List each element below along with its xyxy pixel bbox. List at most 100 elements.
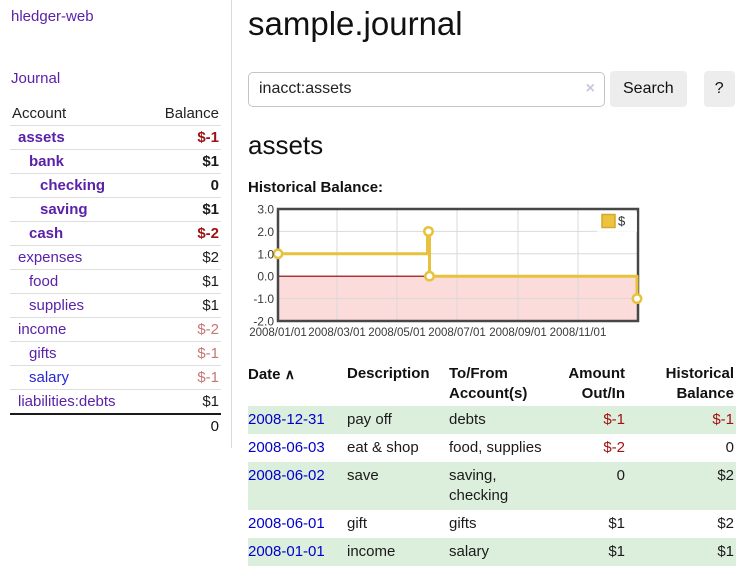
- account-link-salary[interactable]: salary: [29, 369, 70, 386]
- register-row: 2008-01-01 income salary $1 $1: [248, 538, 736, 566]
- account-row-supplies: supplies $1: [10, 293, 221, 318]
- account-balance: $1: [202, 273, 219, 290]
- transaction-balance: $-1: [712, 411, 734, 428]
- y-tick-label: 3.0: [257, 203, 274, 217]
- account-row-gifts: gifts $-1: [10, 341, 221, 366]
- account-balance: $-2: [197, 225, 219, 242]
- x-tick-label: 2008/09/01: [489, 327, 547, 339]
- account-link-liabilities-debts[interactable]: liabilities:debts: [18, 393, 116, 410]
- transaction-amount: $-2: [603, 439, 625, 456]
- transaction-description: gift: [347, 515, 368, 532]
- data-point-marker: [423, 225, 434, 237]
- account-link-bank[interactable]: bank: [29, 153, 65, 170]
- search-input[interactable]: [248, 71, 605, 107]
- transaction-date-link[interactable]: 2008-06-02: [248, 467, 325, 484]
- transaction-accounts: gifts: [449, 515, 477, 532]
- account-link-saving[interactable]: saving: [40, 201, 88, 218]
- account-row-liabilities-debts: liabilities:debts $1: [10, 389, 221, 415]
- sidebar: hledger-web Journal Account Balance asse…: [0, 0, 232, 448]
- data-point-marker: [424, 270, 435, 282]
- account-balance: $1: [202, 201, 219, 218]
- account-link-expenses[interactable]: expenses: [18, 249, 83, 266]
- transaction-amount: $1: [608, 543, 625, 560]
- accounts-table-header: Account Balance: [10, 102, 221, 126]
- chart-heading: Historical Balance:: [248, 179, 384, 196]
- account-balance: 0: [210, 177, 219, 194]
- transaction-description: income: [347, 543, 396, 560]
- search-button[interactable]: Search: [610, 71, 687, 107]
- transaction-description: eat & shop: [347, 439, 419, 456]
- account-link-income[interactable]: income: [18, 321, 67, 338]
- account-row-checking: checking 0: [10, 173, 221, 198]
- transaction-balance: 0: [725, 439, 734, 456]
- date-header-label: Date: [248, 366, 281, 383]
- account-row-saving: saving $1: [10, 197, 221, 222]
- balance-column-header: Balance: [164, 105, 219, 122]
- description-column-header: Description: [347, 365, 430, 382]
- x-tick-label: 2008/07/01: [428, 327, 486, 339]
- y-tick-label: 1.0: [257, 247, 274, 261]
- chart-legend: $: [597, 212, 637, 232]
- transaction-description: pay off: [347, 411, 392, 428]
- account-link-cash[interactable]: cash: [29, 225, 64, 242]
- data-point-marker: [272, 248, 284, 260]
- transaction-description: save: [347, 467, 379, 484]
- transaction-date-link[interactable]: 2008-06-03: [248, 439, 325, 456]
- account-link-gifts[interactable]: gifts: [29, 345, 57, 362]
- x-tick-label: 2008/03/01: [308, 327, 366, 339]
- x-tick-label: 2008/05/01: [368, 327, 426, 339]
- accounts-column-header: To/From Account(s): [449, 365, 528, 402]
- register-row: 2008-06-03 eat & shop food, supplies $-2…: [248, 434, 736, 462]
- account-link-supplies[interactable]: supplies: [29, 297, 85, 314]
- clear-search-icon[interactable]: ×: [585, 79, 595, 97]
- x-axis-tick-labels: 2008/01/01 2008/03/01 2008/05/01 2008/07…: [249, 327, 606, 339]
- register-row: 2008-06-01 gift gifts $1 $2: [248, 510, 736, 538]
- register-table: Date ∧ Description To/From Account(s) Am…: [248, 362, 736, 566]
- y-axis-tick-labels: 3.0 2.0 1.0 0.0 -1.0 -2.0: [253, 203, 274, 329]
- transaction-balance: $2: [717, 467, 734, 484]
- y-tick-label: 2.0: [257, 225, 274, 239]
- search-help-button[interactable]: ?: [703, 71, 735, 107]
- account-heading: assets: [248, 130, 324, 160]
- historical-balance-chart[interactable]: $ 3.0 2.0 1.0 0.0 -1.0 -2.0 2008/01/01 2…: [248, 203, 646, 345]
- sidebar-item-journal[interactable]: Journal: [11, 70, 61, 87]
- transaction-balance: $1: [717, 543, 734, 560]
- transaction-amount: $-1: [603, 411, 625, 428]
- app-brand-link[interactable]: hledger-web: [11, 8, 94, 25]
- transaction-date-link[interactable]: 2008-12-31: [248, 411, 325, 428]
- account-balance: $1: [202, 393, 219, 410]
- register-header-row: Date ∧ Description To/From Account(s) Am…: [248, 362, 736, 406]
- main-content: sample.journal × Search ? assets Histori…: [232, 0, 742, 576]
- register-row: 2008-06-02 save saving, checking 0 $2: [248, 462, 736, 510]
- account-balance: $-2: [197, 321, 219, 338]
- date-column-header[interactable]: Date ∧: [248, 362, 347, 406]
- accounts-balance-table: Account Balance assets $-1 bank $1 check…: [10, 102, 221, 438]
- account-link-checking[interactable]: checking: [40, 177, 106, 194]
- accounts-total-value: 0: [210, 418, 219, 435]
- account-row-expenses: expenses $2: [10, 245, 221, 270]
- transaction-accounts: salary: [449, 543, 490, 560]
- transaction-date-link[interactable]: 2008-01-01: [248, 543, 325, 560]
- transaction-accounts: food, supplies: [449, 439, 542, 456]
- account-row-cash: cash $-2: [10, 221, 221, 246]
- account-link-assets[interactable]: assets: [18, 129, 65, 146]
- register-row: 2008-12-31 pay off debts $-1 $-1: [248, 406, 736, 434]
- transaction-balance: $2: [717, 515, 734, 532]
- transaction-accounts: saving, checking: [449, 467, 509, 504]
- account-balance: $-1: [197, 129, 219, 146]
- sort-ascending-icon: ∧: [284, 366, 295, 382]
- account-row-income: income $-2: [10, 317, 221, 342]
- x-tick-label: 2008/01/01: [249, 327, 307, 339]
- account-balance: $1: [202, 297, 219, 314]
- account-row-salary: salary $-1: [10, 365, 221, 390]
- account-balance: $-1: [197, 345, 219, 362]
- transaction-amount: 0: [616, 467, 625, 484]
- transaction-date-link[interactable]: 2008-06-01: [248, 515, 325, 532]
- account-row-assets: assets $-1: [10, 125, 221, 150]
- account-link-food[interactable]: food: [29, 273, 59, 290]
- data-point-markers: [272, 225, 643, 305]
- legend-label: $: [618, 214, 626, 229]
- account-balance: $1: [202, 153, 219, 170]
- y-tick-label: 0.0: [257, 270, 274, 284]
- accounts-total-row: 0: [10, 414, 221, 438]
